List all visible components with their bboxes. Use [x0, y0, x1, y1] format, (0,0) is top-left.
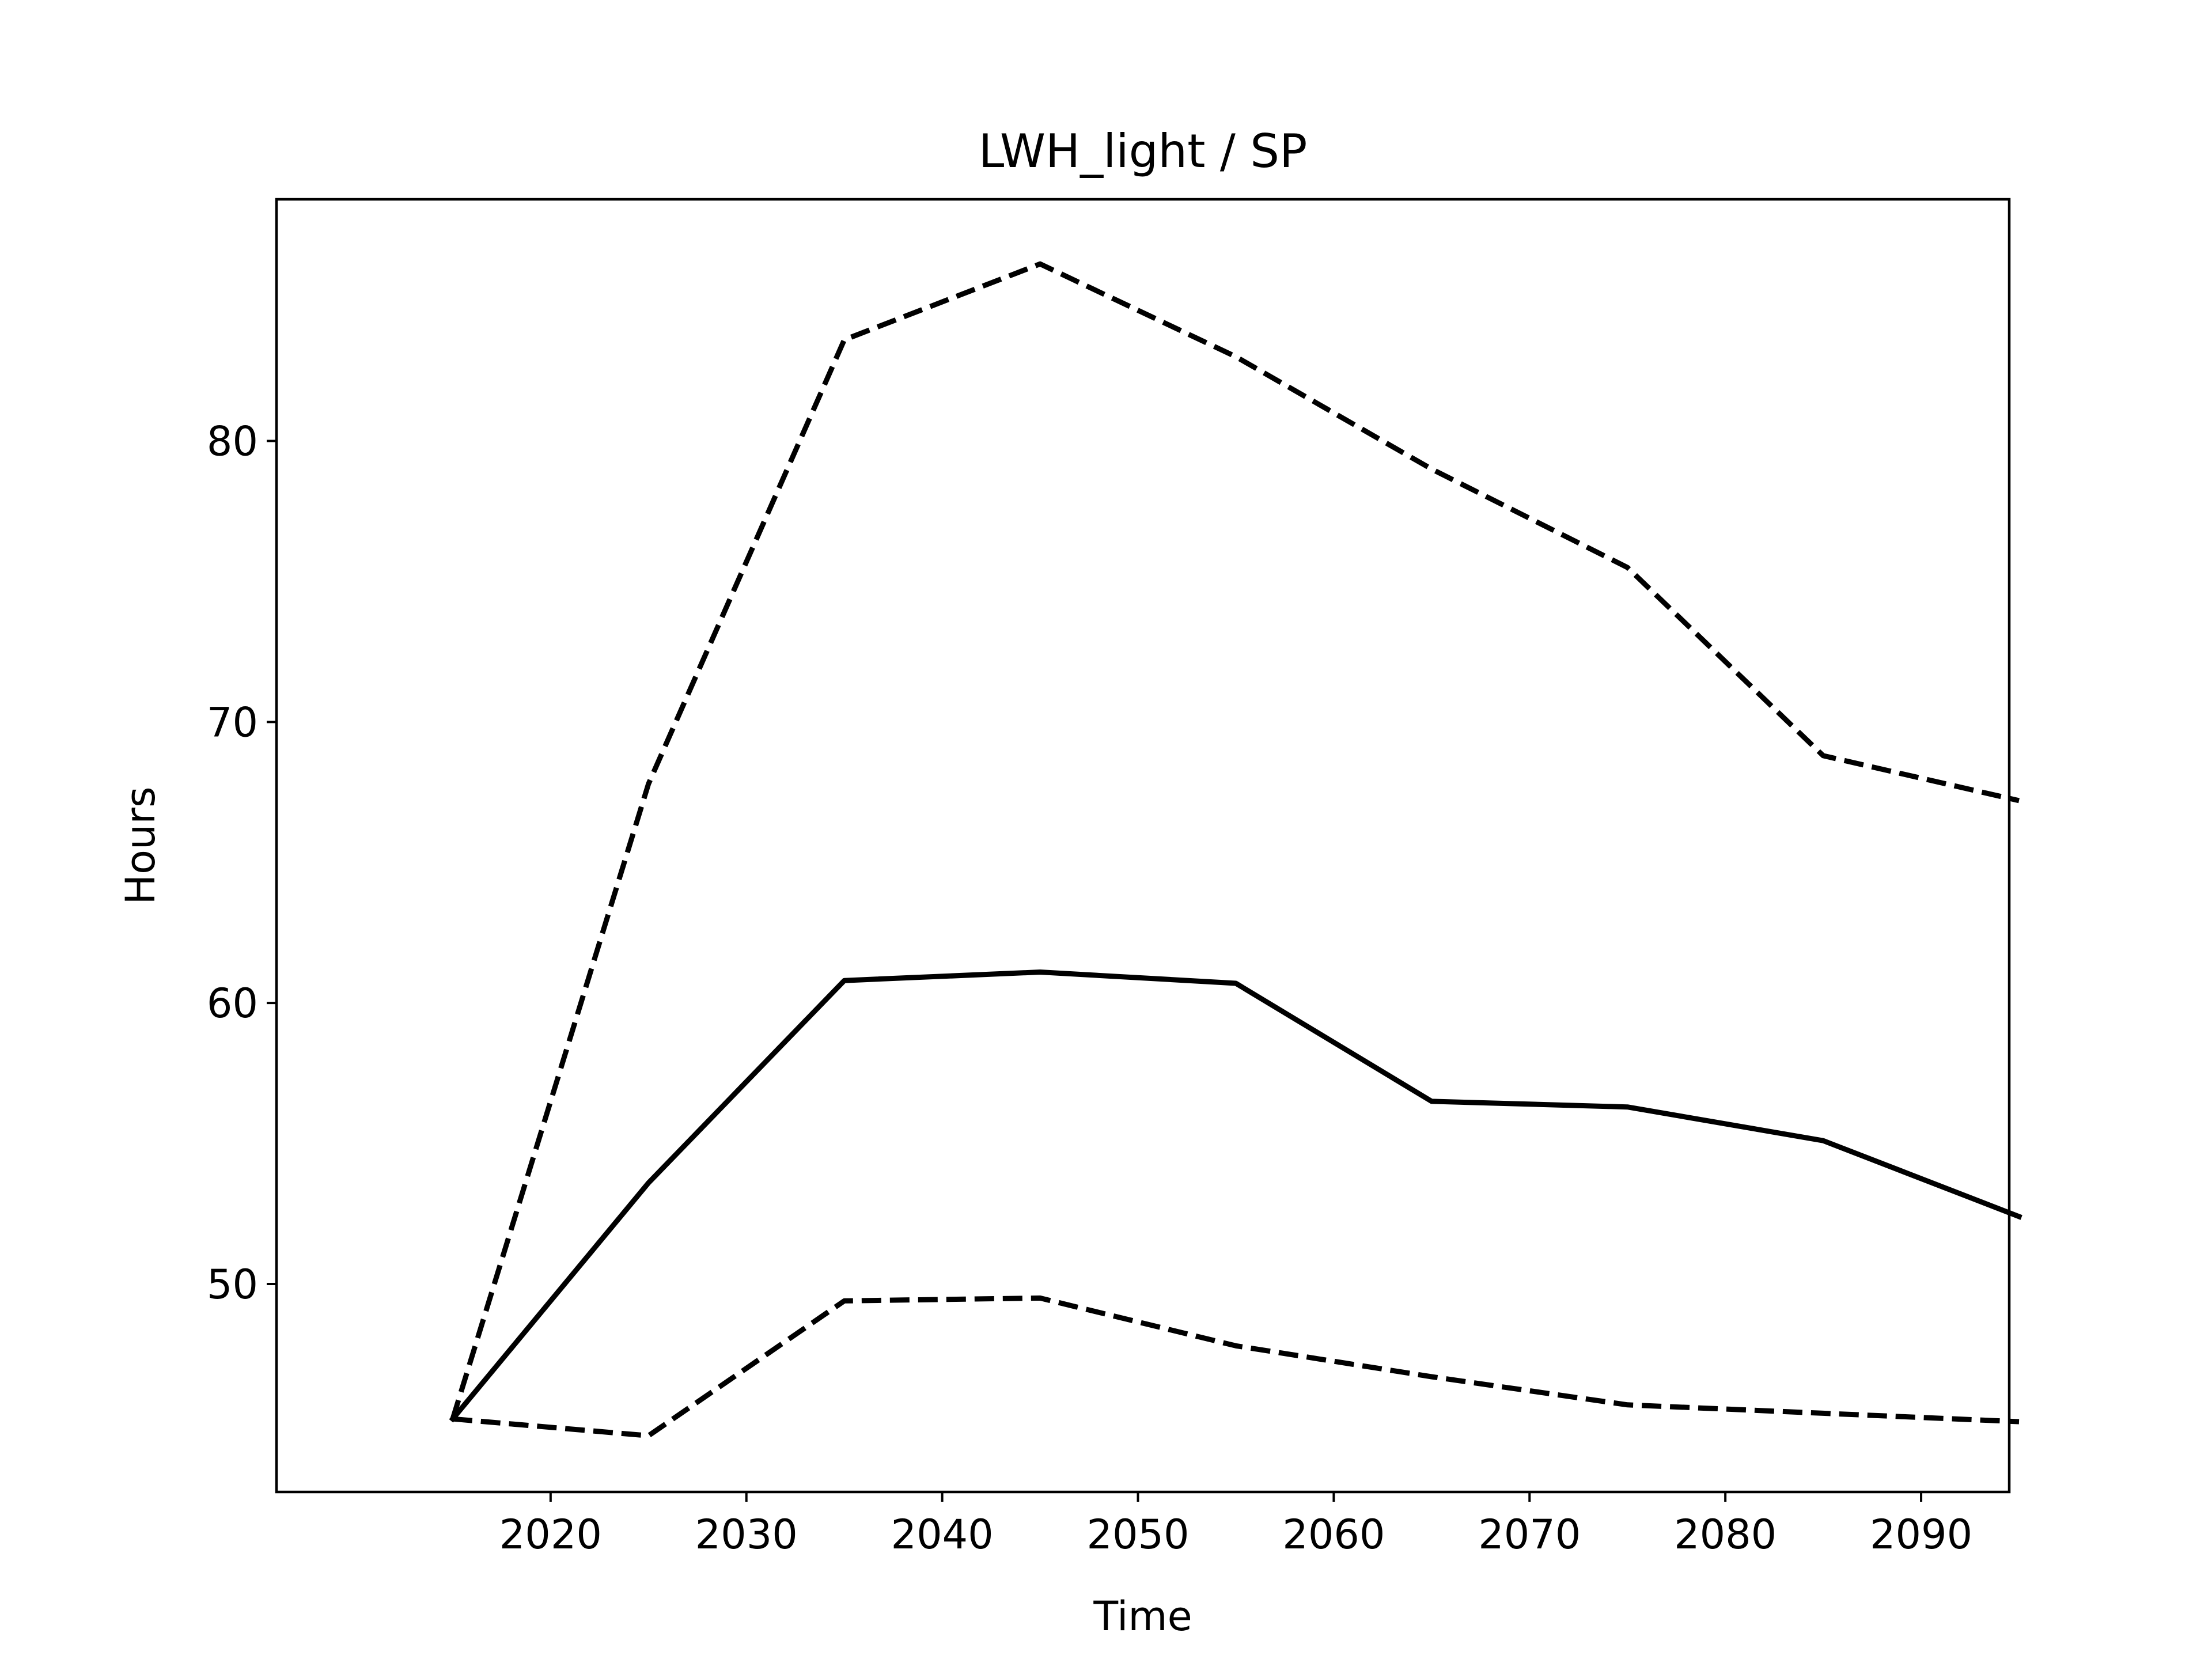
- plot-frame: [275, 198, 2011, 1494]
- y-tick-label-50: 50: [207, 1261, 258, 1308]
- series-line-3: [452, 1295, 2020, 1438]
- x-tick-label-2040: 2040: [891, 1511, 994, 1558]
- y-tick-label-70: 70: [207, 699, 258, 746]
- x-axis: 2020 2030 2040 2050 2060 2070 2080 2090: [499, 1492, 1972, 1558]
- series-line-1: [449, 969, 2022, 1423]
- y-tick-label-60: 60: [207, 980, 258, 1027]
- chart-title: LWH_light / SP: [979, 124, 1308, 178]
- series-layer: [449, 261, 2022, 1438]
- x-tick-label-2070: 2070: [1478, 1511, 1581, 1558]
- x-tick-label-2060: 2060: [1282, 1511, 1385, 1558]
- x-tick-label-2050: 2050: [1086, 1511, 1189, 1558]
- x-tick-label-2080: 2080: [1674, 1511, 1777, 1558]
- y-axis-label: Hours: [117, 786, 164, 904]
- x-tick-label-2090: 2090: [1870, 1511, 1972, 1558]
- y-axis: 50 60 70 80: [207, 418, 276, 1308]
- y-tick-label-80: 80: [207, 418, 258, 465]
- x-tick-label-2030: 2030: [695, 1511, 798, 1558]
- x-axis-label: Time: [1093, 1593, 1192, 1640]
- series-line-2: [450, 261, 2020, 1420]
- plot-area: [275, 198, 2022, 1494]
- x-tick-label-2020: 2020: [499, 1511, 602, 1558]
